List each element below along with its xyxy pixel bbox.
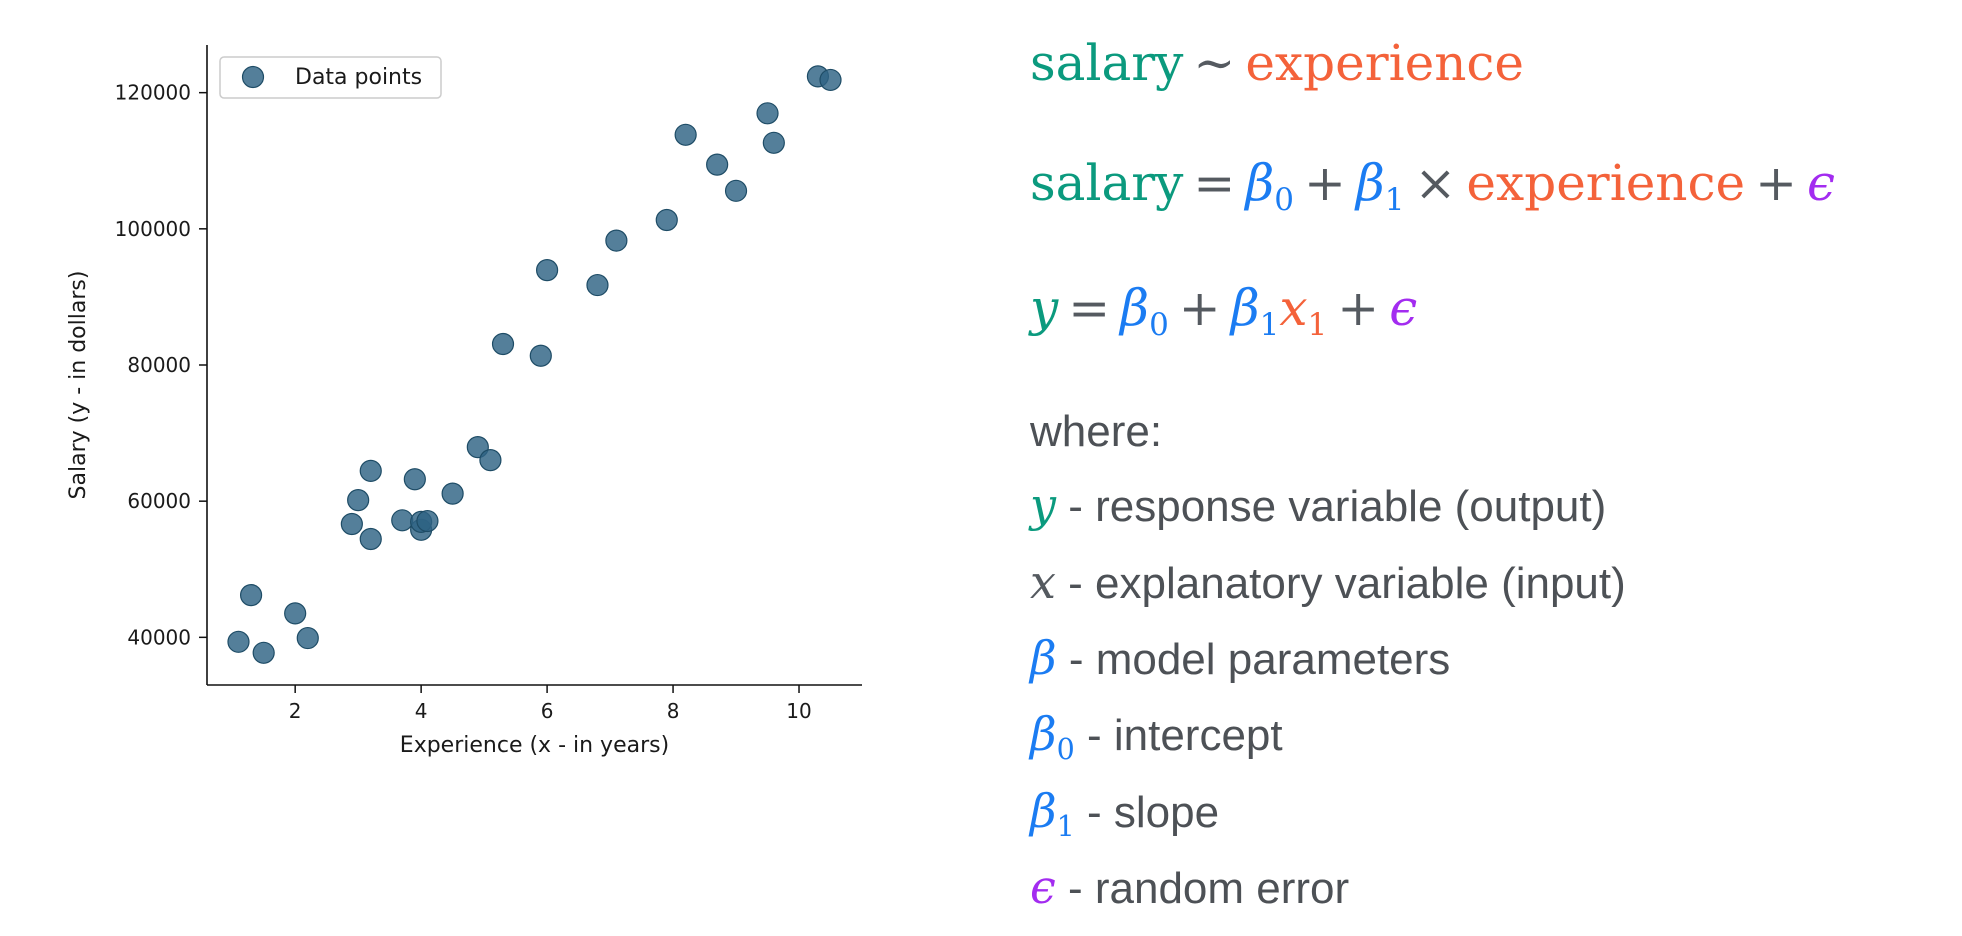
data-point [359,527,382,551]
scatter-chart: 2 4 6 8 10 40000 60000 80000 100000 120000 Exper… [66,45,862,758]
definition-item: β - model parameters [1030,631,1450,685]
data-point [529,344,552,367]
data-point [724,179,748,202]
data-point [340,512,363,536]
data-point [359,459,382,483]
y-tick-label: 60000 [127,489,191,513]
data-point [706,153,729,176]
data-point [227,630,250,653]
x-tick-label: 2 [289,699,302,723]
eq2-eq: = [1193,154,1236,212]
x-ticks: 2 4 6 8 10 [289,685,812,723]
definition-item: ϵ - random error [1030,860,1349,914]
eq2-beta0: β0 [1245,154,1294,218]
legend-marker [241,65,265,89]
definition-text: - slope [1074,788,1220,837]
definition-symbol: x [1030,555,1056,609]
eq3-beta1: β1 [1230,279,1280,343]
eq2-var: experience [1466,154,1746,212]
y-tick-label: 40000 [127,625,191,649]
eq2-times: × [1414,154,1457,212]
data-point [605,229,628,252]
data-point [586,273,609,297]
eq2-lhs: salary [1030,154,1184,212]
definition-symbol: y [1030,478,1056,532]
eq3-plus1: + [1178,279,1221,337]
y-axis-label: Salary (y - in dollars) [66,271,91,500]
data-point [391,509,414,532]
data-point [403,468,426,491]
x-axis-label: Experience (x - in years) [400,733,669,758]
eq2-plus1: + [1303,154,1346,212]
equation-y-linear: y = β0 + β1x1 + ϵ [1030,283,1417,341]
definition-text: - intercept [1074,711,1283,760]
x-tick-label: 4 [415,699,428,723]
data-point [252,641,275,664]
data-point [284,602,307,625]
eq1-lhs: salary [1030,34,1184,92]
eq3-error: ϵ [1389,279,1418,337]
eq2-beta1: β1 [1355,154,1405,218]
definition-item: β1 - slope [1030,784,1219,843]
data-point [416,509,439,533]
eq3-eq: = [1068,279,1111,337]
data-point [491,332,515,356]
eq3-beta0: β0 [1120,279,1169,343]
data-point [441,482,464,505]
data-point [296,626,319,650]
data-point [674,123,697,146]
data-point [347,489,370,512]
eq2-error: ϵ [1807,154,1836,212]
definition-text: - response variable (output) [1056,482,1607,531]
definition-text: - explanatory variable (input) [1055,559,1626,608]
y-tick-label: 80000 [127,353,191,377]
data-point [479,449,502,472]
definition-item: β0 - intercept [1030,707,1283,766]
data-point [819,68,842,92]
data-point [756,102,779,125]
x-tick-label: 10 [786,699,811,723]
definition-symbol: β1 [1030,784,1075,844]
data-point [762,131,785,154]
definition-item: x - explanatory variable (input) [1030,555,1626,609]
definition-text: - model parameters [1056,635,1451,684]
data-point [239,583,263,607]
data-points [227,65,842,664]
definition-text: - random error [1055,864,1350,913]
definition-symbol: β [1030,631,1057,685]
equation-salary-tilde-experience: salary ∼ experience [1030,38,1524,88]
eq3-lhs: y [1030,279,1059,337]
legend-box [219,56,442,99]
x-tick-label: 6 [541,699,554,723]
eq1-rhs: experience [1245,34,1524,92]
definitions-heading: where: [1030,407,1163,456]
x-tick-label: 8 [667,699,680,723]
y-tick-label: 100000 [115,217,191,241]
data-point [655,208,678,232]
definition-symbol: ϵ [1030,860,1056,914]
equation-salary-linear: salary = β0 + β1 × experience + ϵ [1030,158,1835,216]
y-tick-label: 120000 [115,81,191,105]
eq2-plus2: + [1755,154,1797,212]
definition-item: y - response variable (output) [1030,478,1606,532]
legend: Data points [219,56,442,99]
y-ticks: 40000 60000 80000 100000 120000 [115,81,207,649]
eq3-plus2: + [1337,279,1380,337]
data-point [535,258,559,282]
eq1-op: ∼ [1193,34,1236,92]
eq3-x1: x1 [1279,279,1328,343]
legend-label: Data points [295,65,422,90]
definition-symbol: β0 [1030,707,1075,767]
